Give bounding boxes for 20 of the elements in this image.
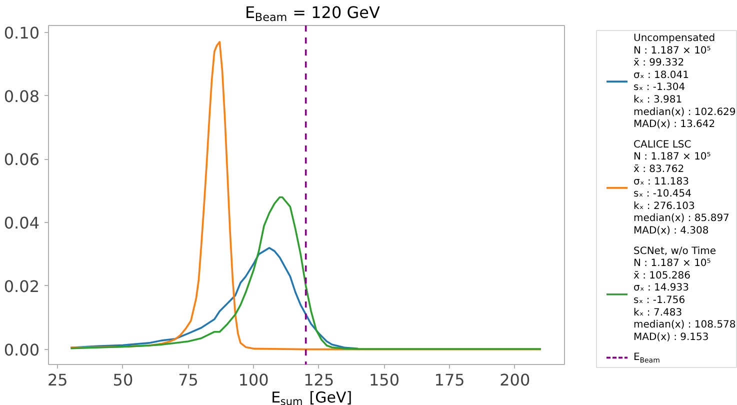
x-tick-label: 175 <box>434 370 465 390</box>
y-tick-label: 0.06 <box>4 150 40 170</box>
x-tick-label: 200 <box>500 370 530 390</box>
chart-title: = 120 GeV <box>292 3 380 22</box>
legend-label: Uncompensated N : 1.187 × 10⁵ x̄ : 99.332 σₓ : 18.041 sₓ : -1.304 kₓ : 3.981 median(x) : 102.629 MAD(x) : 13.642 <box>634 33 736 130</box>
y-tick-label: 0.02 <box>4 276 40 296</box>
y-tick-label: 0.08 <box>4 86 40 106</box>
y-tick-label: 0.04 <box>4 214 40 233</box>
x-tick-label: 150 <box>368 370 400 390</box>
x-tick-label: 50 <box>112 370 134 390</box>
x-tick-label: 125 <box>304 370 334 390</box>
y-tick-label: 0.10 <box>4 23 40 42</box>
line-series <box>70 196 542 350</box>
line-series <box>70 247 359 350</box>
x-tick-label: 75 <box>178 370 198 390</box>
y-tick-label: 0.00 <box>4 340 40 360</box>
legend-label: SCNet, w/o Time N : 1.187 × 10⁵ x̄ : 105.286 σₓ : 14.933 sₓ : -1.756 kₓ : 7.483 median(x) : 108.578 MAD(x) : 9.153 <box>634 246 736 343</box>
legend-label: CALICE LSC N : 1.187 × 10⁵ x̄ : 83.762 σₓ : 11.183 sₓ : -10.454 kₓ : 276.103 median(x) : 85.897 MAD(x) : 4.308 <box>634 139 730 236</box>
x-tick-label: 100 <box>238 370 269 390</box>
x-tick-label: 25 <box>47 370 68 390</box>
